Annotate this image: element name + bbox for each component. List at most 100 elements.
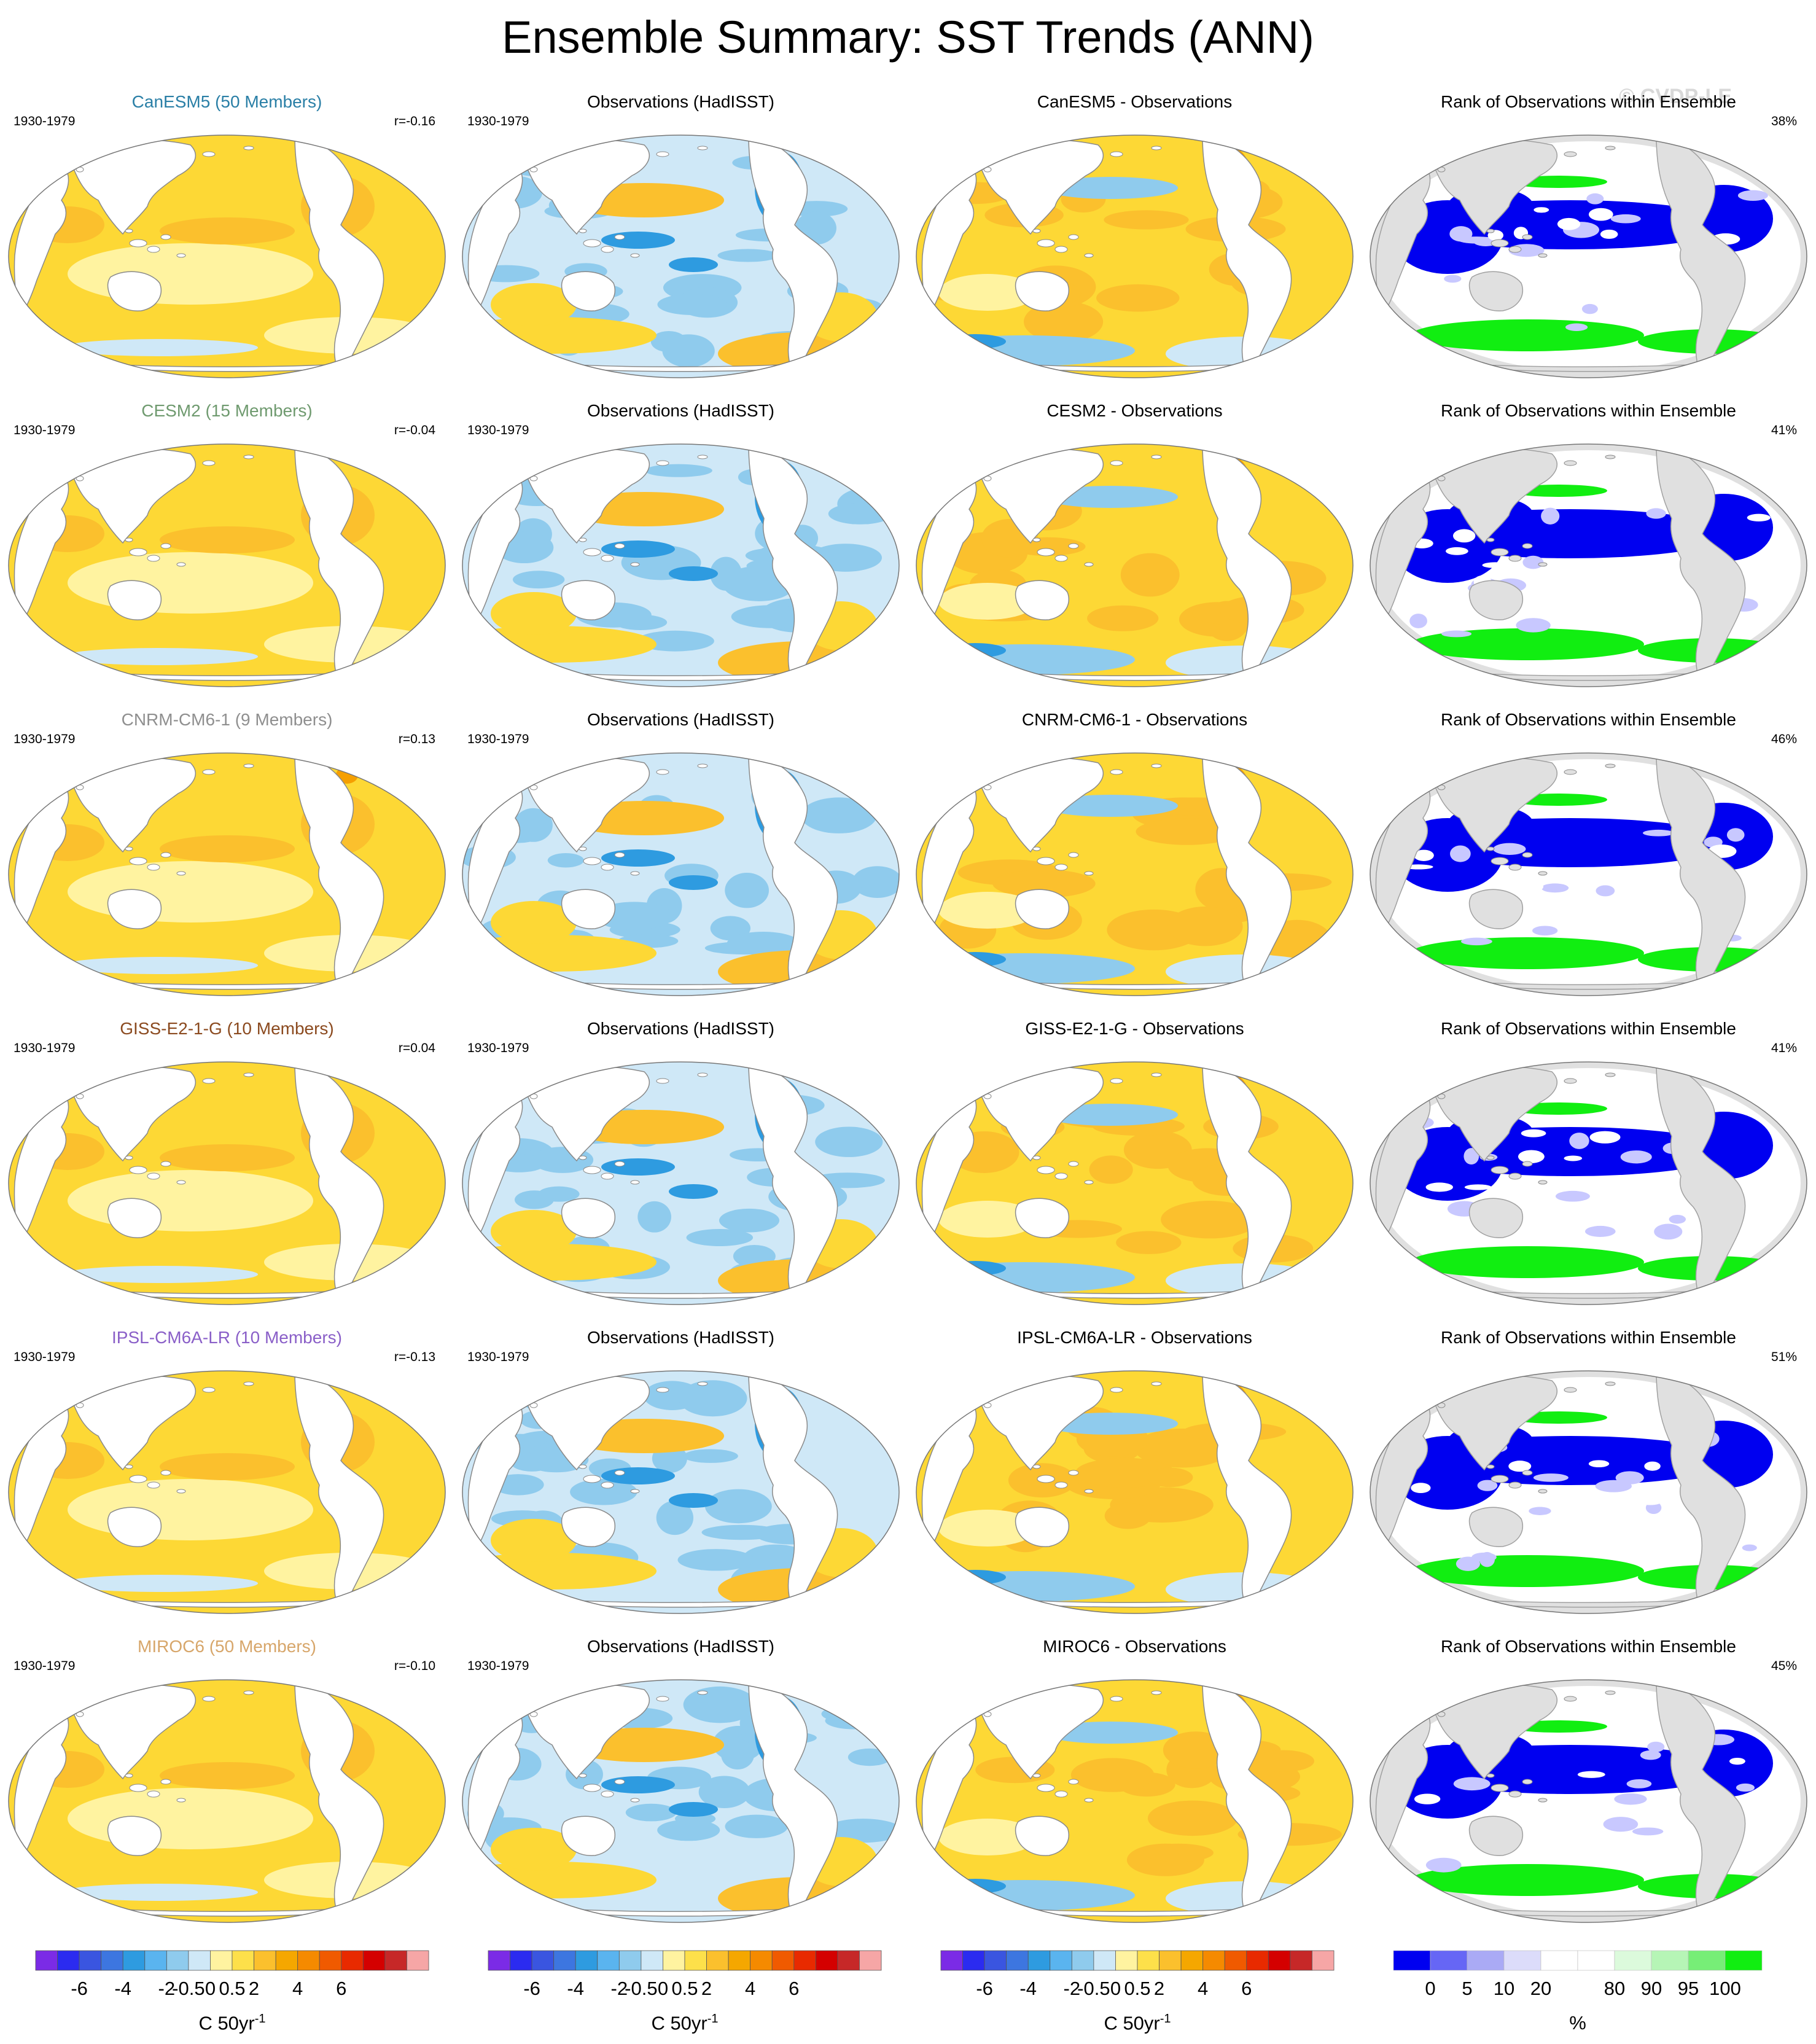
trend-region [719,1208,780,1233]
island [697,1072,708,1077]
island [147,555,160,562]
land-mass [107,271,162,311]
rank-percent-label: 46% [1771,732,1797,746]
colorbar-unit-exponent: -1 [707,2012,719,2026]
trend-region [669,1184,718,1199]
trend-region [491,1828,577,1871]
colorbar-swatch [341,1950,364,1971]
island [1564,1696,1577,1702]
trend-region [61,648,258,665]
map-border [462,443,900,687]
island [630,562,640,567]
colorbar-swatch [706,1950,729,1971]
colorbar-swatch [1614,1950,1652,1971]
map-panel-diff: GISS-E2-1-G - Observations [908,1004,1362,1313]
colorbar-swatch [618,1950,642,1971]
trend-region [669,875,718,890]
trend-region [938,583,1037,620]
rank-region [1654,1223,1683,1240]
colorbar-swatch [984,1950,1007,1971]
map-border [8,443,446,687]
observations-title: Observations (HadISST) [587,1019,774,1038]
land-mass [561,1507,616,1547]
colorbar-swatch [384,1950,407,1971]
rank-region [1644,1461,1661,1471]
rank-region [1655,1843,1684,1853]
island [1110,460,1123,466]
island [202,1078,216,1084]
rank-region [1562,1840,1590,1853]
colorbar-tick-label: -2 [611,1978,628,1999]
colorbar-swatch [641,1950,663,1971]
island [176,1180,186,1185]
robinson-map [8,135,446,378]
ensemble-title: CNRM-CM6-1 (9 Members) [121,710,333,729]
rank-region [1411,319,1644,351]
trend-region [462,1695,517,1730]
rank-region [1411,1483,1431,1494]
ensemble-title: GISS-E2-1-G (10 Members) [120,1019,334,1038]
page-title: Ensemble Summary: SST Trends (ANN) [502,12,1314,63]
trend-region [514,1190,554,1209]
correlation-label: r=0.04 [398,1041,435,1055]
rank-region [1585,1225,1616,1237]
island [601,555,614,562]
ensemble-title: IPSL-CM6A-LR (10 Members) [112,1328,342,1347]
island [129,239,147,248]
rank-region [1751,895,1766,902]
rank-region [1556,564,1584,572]
robinson-map [1370,752,1807,996]
rank-region [1646,508,1666,519]
island [1084,562,1094,567]
island [1151,1690,1162,1695]
colorbar-tick-label: 100 [1709,1978,1741,1999]
observations-title: Observations (HadISST) [587,401,774,420]
rank-region [1413,849,1434,861]
rank-region [1626,1779,1652,1788]
rank-region [1563,1497,1586,1507]
robinson-map [1370,1679,1807,1923]
rank-region [1493,843,1526,856]
colorbar-swatch [1290,1950,1312,1971]
island [1110,151,1123,157]
rank-region [1600,229,1618,239]
island [656,1696,669,1702]
trend-region [478,965,528,978]
map-border [916,1370,1354,1614]
colorbar-tick-label: -2 [158,1978,176,1999]
colorbar-swatch [940,1950,963,1971]
trend-region [657,1819,720,1841]
trend-region [644,464,712,477]
colorbar-tick-label: 95 [1678,1978,1699,1999]
island [1538,253,1548,258]
island [1084,1180,1094,1185]
trend-region [61,957,258,974]
land-mass [561,1198,616,1238]
rank-region [1555,1190,1590,1202]
rank-region [1576,868,1597,876]
period-label: 1930-1979 [467,732,529,746]
island [579,1773,587,1778]
colorbar-tick-label: -6 [976,1978,993,1999]
island [601,864,614,871]
map-panel-obs: Observations (HadISST) 1930-1979 [454,386,908,695]
island [1491,1166,1509,1174]
trend-region [1096,284,1180,312]
colorbar-swatch [1093,1950,1116,1971]
colorbar-unit-text: C 50yr [198,2012,255,2034]
colorbar-swatch [362,1950,386,1971]
rank-region [1742,1195,1761,1208]
trend-region [945,1261,1006,1276]
island [630,1180,640,1185]
trend-region [68,1170,313,1231]
period-label: 1930-1979 [467,423,529,437]
map-panel-ens: IPSL-CM6A-LR (10 Members) 1930-1979 r=-0.1… [0,1313,454,1622]
colorbar-tick-label: 6 [1241,1978,1252,1999]
trend-region [513,808,553,842]
trend-region [710,556,742,591]
map-border [8,1061,446,1305]
trend-region [669,566,718,581]
colorbar-swatch [101,1950,123,1971]
island [147,246,160,253]
land-mass [561,271,616,311]
